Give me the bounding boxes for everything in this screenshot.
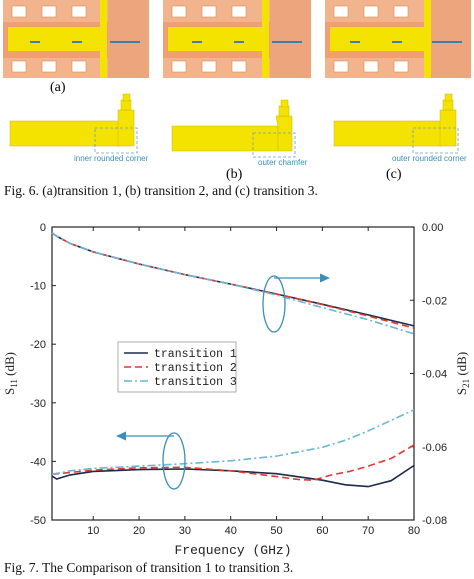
s21-series-line-1 bbox=[51, 232, 415, 327]
outer-rounded-corner-box bbox=[412, 127, 459, 154]
x-tick-label: 70 bbox=[362, 525, 374, 537]
y-right-tick-label: -0.06 bbox=[422, 442, 447, 454]
panel-a-side-detail bbox=[9, 93, 135, 147]
y-left-tick-label: -20 bbox=[30, 339, 46, 351]
x-tick-label: 10 bbox=[87, 525, 99, 537]
s21-series-line-3 bbox=[51, 232, 415, 335]
x-tick-label: 50 bbox=[270, 525, 282, 537]
x-tick-label: 60 bbox=[316, 525, 328, 537]
subfigure-label-a: (a) bbox=[50, 80, 66, 95]
arrow-right-head bbox=[320, 273, 330, 283]
y-right-axis-label: S21 (dB) bbox=[454, 352, 471, 395]
inner-rounded-corner-label: inner rounded corner bbox=[74, 154, 149, 163]
y-left-tick-label: 0 bbox=[40, 222, 46, 234]
s21-series-line-2 bbox=[51, 232, 415, 329]
x-tick-label: 80 bbox=[408, 525, 420, 537]
panel-c-top-view bbox=[325, 0, 471, 78]
panel-b-side-detail bbox=[171, 99, 293, 152]
inner-rounded-corner-box bbox=[94, 127, 138, 154]
arrow-left-head bbox=[116, 431, 126, 441]
y-left-tick-label: -40 bbox=[30, 456, 46, 468]
y-left-axis-label: S11 (dB) bbox=[2, 352, 19, 395]
figure-7-chart: 10 20 30 40 50 60 70 80 0 -10 -20 -30 -40 -50 0.00 -0.0… bbox=[2, 222, 471, 558]
x-tick-label: 20 bbox=[133, 525, 145, 537]
subfigure-label-b: (b) bbox=[226, 167, 243, 182]
outer-chamfer-box bbox=[252, 132, 296, 158]
figure-6-illustration: (a) (b) (c) inner rounded corner outer c… bbox=[3, 0, 471, 182]
y-right-tick-label: -0.02 bbox=[422, 295, 447, 307]
figure-6-caption: Fig. 6. (a)transition 1, (b) transition … bbox=[4, 183, 318, 198]
x-tick-label: 30 bbox=[179, 525, 191, 537]
figure-7-caption: Fig. 7. The Comparison of transition 1 t… bbox=[4, 560, 294, 575]
x-axis-label: Frequency (GHz) bbox=[174, 543, 291, 558]
y-left-tick-label: -50 bbox=[30, 515, 46, 527]
panel-b-top-view bbox=[163, 0, 311, 78]
y-left-tick-label: -30 bbox=[30, 398, 46, 410]
y-right-tick-label: -0.08 bbox=[422, 515, 447, 527]
y-left-tick-label: -10 bbox=[30, 281, 46, 293]
legend-label-1: transition 1 bbox=[154, 348, 237, 361]
panel-c-side-detail bbox=[333, 93, 457, 147]
y-right-tick-label: 0.00 bbox=[422, 222, 443, 234]
y-right-tick-label: -0.04 bbox=[422, 369, 447, 381]
outer-rounded-corner-label: outer rounded corner bbox=[392, 154, 467, 163]
legend-label-2: transition 2 bbox=[154, 362, 237, 375]
subfigure-label-c: (c) bbox=[386, 167, 402, 182]
s21-curves-ellipse bbox=[262, 275, 286, 333]
panel-a-top-view bbox=[3, 0, 149, 78]
x-tick-label: 40 bbox=[225, 525, 237, 537]
legend-label-3: transition 3 bbox=[154, 376, 237, 389]
s11-series-line-3 bbox=[51, 409, 415, 476]
outer-chamfer-label: outer chamfer bbox=[258, 158, 308, 167]
s11-curves-ellipse bbox=[162, 432, 186, 490]
s11-series-line-2 bbox=[51, 444, 415, 482]
